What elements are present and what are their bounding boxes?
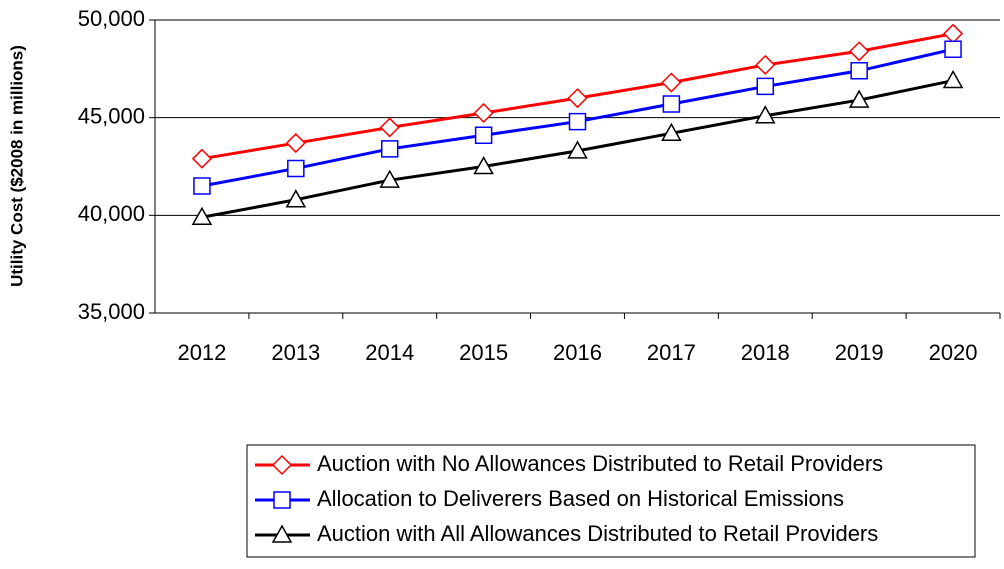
- legend-label: Allocation to Deliverers Based on Histor…: [317, 486, 844, 511]
- data-point: [191, 148, 213, 169]
- x-tick-label: 2019: [835, 340, 884, 365]
- legend-marker: [273, 491, 291, 509]
- x-tick-label: 2018: [741, 340, 790, 365]
- legend-marker: [271, 524, 293, 543]
- data-point: [661, 72, 682, 93]
- legend-marker: [271, 454, 293, 476]
- legend-label: Auction with No Allowances Distributed t…: [317, 451, 883, 476]
- x-tick-label: 2015: [459, 340, 508, 365]
- data-point: [379, 169, 401, 188]
- y-tick-label: 35,000: [78, 299, 145, 324]
- data-point: [756, 77, 775, 96]
- data-point: [661, 122, 682, 142]
- data-point: [754, 105, 776, 124]
- data-point: [379, 117, 400, 138]
- data-point: [193, 177, 211, 195]
- data-point: [287, 159, 305, 178]
- y-tick-label: 45,000: [78, 103, 145, 128]
- data-point: [662, 95, 681, 113]
- data-point: [568, 112, 587, 131]
- legend-label: Auction with All Allowances Distributed …: [317, 521, 878, 546]
- data-point: [567, 88, 588, 109]
- data-point: [944, 40, 962, 59]
- x-tick-label: 2014: [365, 340, 414, 365]
- data-point: [850, 62, 868, 80]
- data-point: [567, 140, 588, 159]
- data-point: [473, 102, 494, 124]
- x-tick-label: 2016: [553, 340, 602, 365]
- data-point: [285, 132, 306, 154]
- y-tick-label: 50,000: [78, 6, 145, 31]
- legend: [246, 444, 976, 558]
- data-point: [849, 41, 870, 62]
- x-tick-label: 2017: [647, 340, 696, 365]
- data-point: [191, 206, 213, 226]
- y-tick-label: 40,000: [78, 201, 145, 226]
- data-point: [285, 189, 307, 208]
- y-axis-label: Utility Cost ($2008 in millions): [7, 45, 26, 287]
- data-point: [380, 140, 399, 158]
- x-tick-label: 2013: [271, 340, 320, 365]
- x-tick-label: 2012: [177, 340, 226, 365]
- data-point: [848, 89, 870, 108]
- data-point: [755, 54, 776, 75]
- data-point: [474, 126, 493, 144]
- x-tick-label: 2020: [929, 340, 978, 365]
- data-point: [473, 155, 494, 175]
- data-point: [942, 70, 964, 89]
- data-point: [942, 23, 964, 44]
